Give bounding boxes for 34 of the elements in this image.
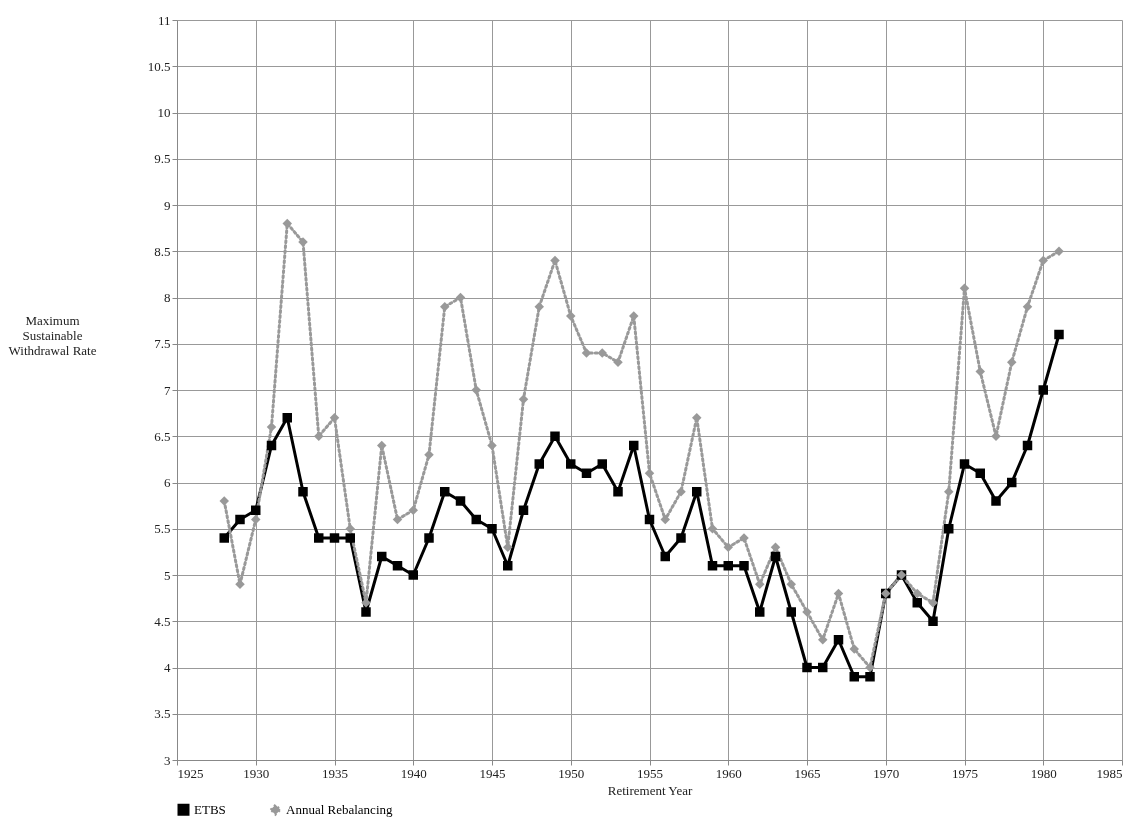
legend-label: Annual Rebalancing bbox=[286, 801, 393, 817]
y-tick-label: 9 bbox=[164, 197, 171, 213]
y-tick-label: 11 bbox=[157, 12, 171, 28]
x-tick-label: 1945 bbox=[479, 765, 506, 781]
y-tick-label: 9.5 bbox=[154, 151, 171, 167]
y-tick-label: 10.5 bbox=[147, 58, 171, 74]
y-axis-title: Maximum Sustainable Withdrawal Rate bbox=[8, 312, 97, 358]
y-tick-label: 5.5 bbox=[154, 521, 171, 537]
y-tick-label: 6 bbox=[164, 475, 171, 490]
y-tick-label: 7 bbox=[164, 382, 171, 398]
x-tick-label: 1970 bbox=[873, 765, 900, 781]
y-tick-label: 4 bbox=[164, 660, 171, 675]
x-tick-label: 1980 bbox=[1030, 765, 1057, 781]
y-tick-label: 3.5 bbox=[154, 706, 171, 722]
x-tick-label: 1960 bbox=[715, 765, 742, 781]
y-tick-label: 4.5 bbox=[154, 613, 171, 629]
y-tick-label: 5 bbox=[164, 567, 171, 583]
x-tick-label: 1965 bbox=[794, 765, 821, 781]
x-tick-label: 1985 bbox=[1096, 765, 1123, 781]
x-axis-title: Retirement Year bbox=[607, 782, 693, 798]
x-tick-label: 1935 bbox=[322, 765, 348, 781]
y-tick-label: 6.5 bbox=[154, 428, 171, 444]
y-tick-label: 10 bbox=[157, 105, 171, 120]
x-tick-label: 1955 bbox=[637, 765, 663, 781]
legend-label: ETBS bbox=[194, 801, 226, 817]
x-tick-label: 1940 bbox=[400, 765, 427, 781]
y-tick-label: 8.5 bbox=[154, 243, 171, 259]
x-tick-label: 1975 bbox=[952, 765, 978, 781]
y-tick-label: 7.5 bbox=[154, 336, 171, 352]
y-tick-label: 8 bbox=[164, 290, 171, 305]
x-tick-label: 1930 bbox=[243, 765, 270, 781]
x-tick-label: 1950 bbox=[558, 765, 585, 781]
x-tick-label: 1925 bbox=[177, 765, 204, 781]
y-tick-label: 3 bbox=[164, 752, 171, 768]
